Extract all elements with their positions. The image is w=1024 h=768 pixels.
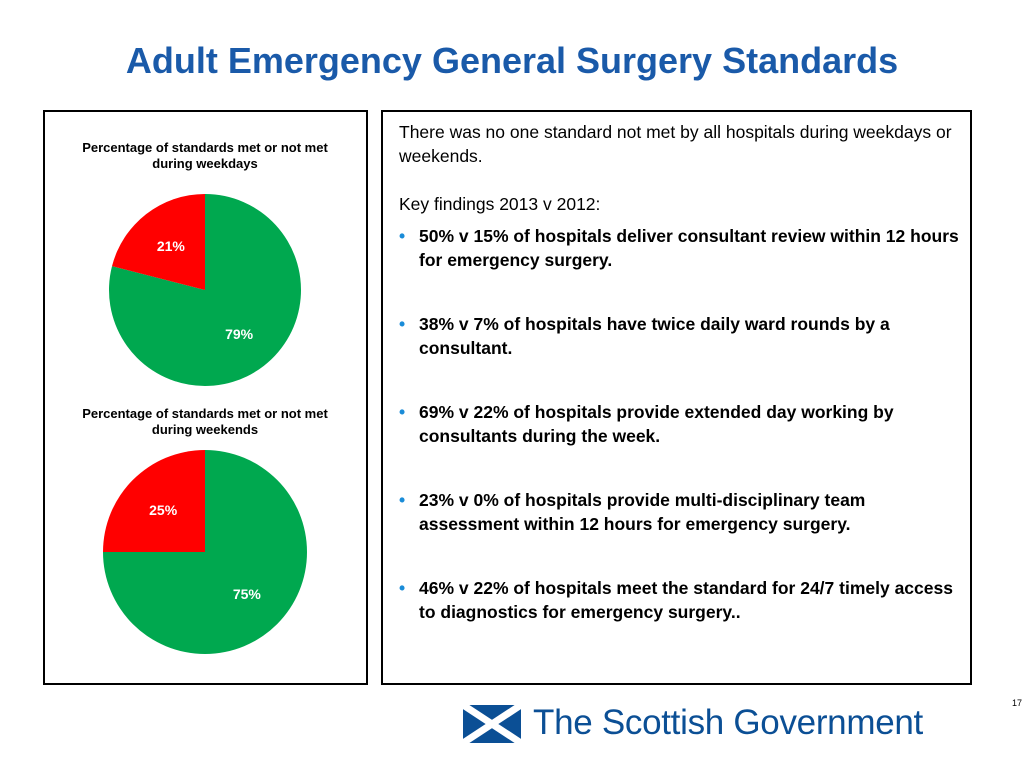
weekend-chart-title: Percentage of standards met or not met d… [82, 406, 328, 437]
finding-item: • 38% v 7% of hospitals have twice daily … [399, 312, 965, 360]
finding-item: • 46% v 22% of hospitals meet the standar… [399, 576, 965, 624]
finding-text: 38% v 7% of hospitals have twice daily w… [419, 314, 890, 358]
finding-item: • 23% v 0% of hospitals provide multi-dis… [399, 488, 965, 536]
slide-title: Adult Emergency General Surgery Standard… [125, 40, 899, 81]
charts-panel: Percentage of standards met or not met d… [43, 110, 368, 685]
bullet-icon: • [399, 314, 406, 334]
weekday-pie-chart: 79% 21% [109, 194, 302, 386]
bullet-icon: • [399, 578, 406, 598]
finding-item: • 69% v 22% of hospitals provide extended… [399, 400, 965, 448]
finding-item: • 50% v 15% of hospitals deliver consulta… [399, 224, 965, 272]
saltire-flag-icon [463, 705, 521, 743]
key-findings-heading: Key findings 2013 v 2012: [399, 194, 601, 214]
finding-text: 69% v 22% of hospitals provide extended … [419, 402, 894, 446]
not-met-slice-label: 25% [149, 502, 178, 518]
weekday-chart-title: Percentage of standards met or not met d… [82, 140, 328, 171]
not-met-slice [103, 450, 205, 552]
page-number: 17 [1012, 698, 1023, 708]
met-slice [109, 194, 302, 386]
finding-text: 23% v 0% of hospitals provide multi-disc… [419, 490, 866, 534]
not-met-slice [112, 194, 205, 290]
finding-text: 50% v 15% of hospitals deliver consultan… [419, 226, 959, 270]
met-slice-label: 75% [233, 586, 262, 602]
findings-list: • 50% v 15% of hospitals deliver consulta… [399, 224, 965, 664]
logo-text: The Scottish Government [533, 703, 923, 742]
met-slice-label: 79% [225, 326, 254, 342]
scottish-government-logo: The Scottish Government [463, 703, 983, 743]
bullet-icon: • [399, 402, 406, 422]
not-met-slice-label: 21% [157, 238, 186, 254]
findings-intro: There was no one standard not met by all… [399, 122, 952, 166]
findings-panel: There was no one standard not met by all… [381, 110, 972, 685]
bullet-icon: • [399, 490, 406, 510]
weekend-pie-chart: 75% 25% [103, 450, 307, 654]
bullet-icon: • [399, 226, 406, 246]
finding-text: 46% v 22% of hospitals meet the standard… [419, 578, 953, 622]
